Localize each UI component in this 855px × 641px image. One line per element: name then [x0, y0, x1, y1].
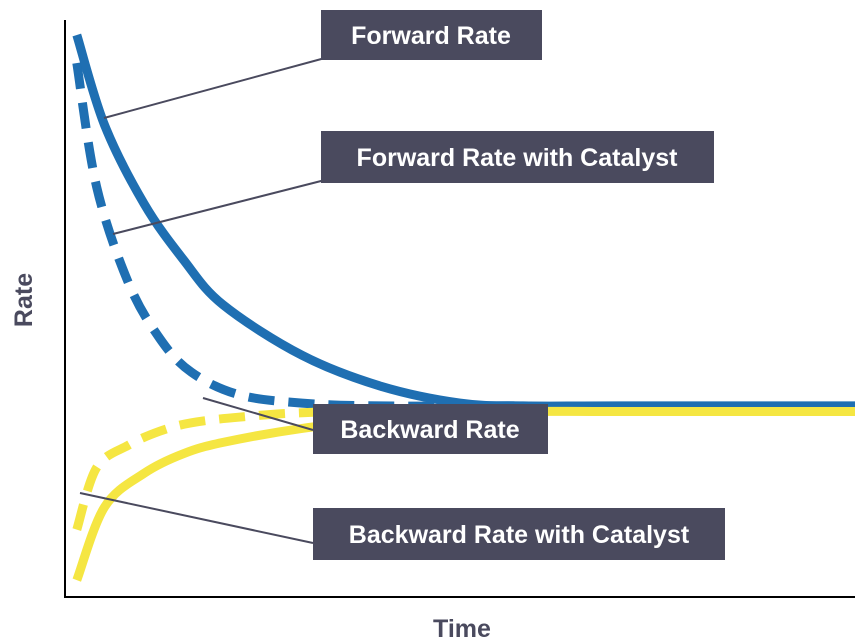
callout-label: Forward Rate with Catalyst: [357, 144, 679, 172]
callout-box: [313, 404, 548, 454]
callout-label: Backward Rate: [340, 416, 519, 444]
callout-box: [321, 10, 542, 60]
callout-box: [321, 131, 714, 183]
leader-line-forward-rate-with-catalyst: [112, 179, 326, 235]
callout-label: Backward Rate with Catalyst: [349, 521, 690, 549]
callout-label: Forward Rate: [351, 22, 511, 50]
callout-box: [313, 508, 725, 560]
leader-line-backward-rate-with-catalyst: [79, 492, 314, 544]
x-axis-title: Time: [433, 615, 491, 641]
series-line-forward-rate: [72, 33, 855, 411]
leader-line-backward-rate: [202, 397, 314, 431]
leader-line-forward-rate: [103, 57, 326, 119]
callout-forward-rate-with-catalyst: Forward Rate with Catalyst: [321, 131, 714, 183]
leader-lines: [79, 57, 326, 544]
callout-backward-rate-with-catalyst: Backward Rate with Catalyst: [313, 508, 725, 560]
callout-forward-rate: Forward Rate: [321, 10, 542, 60]
series-layer: [72, 33, 855, 582]
callout-backward-rate: Backward Rate: [313, 404, 548, 454]
y-axis-title: Rate: [10, 273, 38, 327]
